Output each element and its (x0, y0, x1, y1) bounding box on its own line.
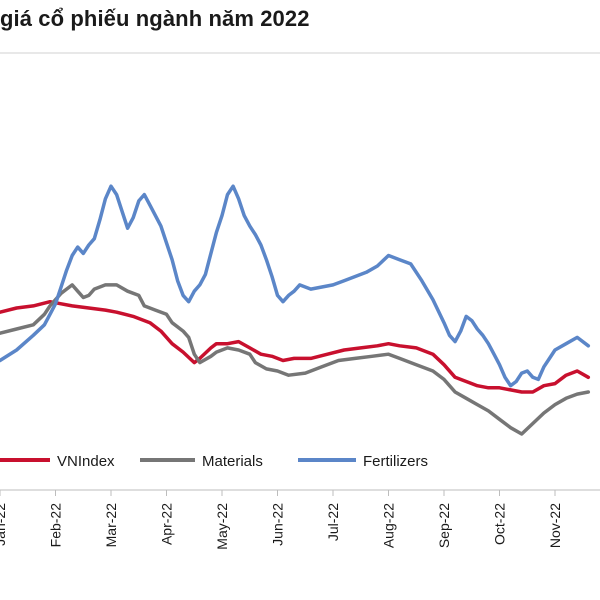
x-tick-label: May-22 (214, 503, 230, 550)
x-tick-label: Jun-22 (270, 503, 286, 546)
legend-item-materials: Materials (140, 453, 263, 470)
chart-title: giá cổ phiếu ngành năm 2022 (0, 6, 310, 31)
x-axis: Jan-22 Feb-22 Mar-22 Apr-22 May-22 Jun-22 Jul-… (0, 489, 600, 550)
x-tick-label: Oct-22 (492, 503, 508, 545)
x-tick-label: Aug-22 (381, 503, 397, 548)
x-tick-label: Nov-22 (547, 503, 563, 548)
x-tick-label: Feb-22 (48, 503, 64, 548)
legend-label: VNIndex (57, 453, 115, 470)
x-tick-label: Jul-22 (325, 503, 341, 541)
plot-area (0, 52, 600, 436)
x-tick-label: Sep-22 (436, 503, 452, 548)
legend-item-vnindex: VNIndex (0, 453, 115, 470)
x-tick-label: Mar-22 (103, 503, 119, 548)
series-line-materials (0, 283, 591, 436)
series-line-vnindex (0, 299, 591, 394)
legend-label: Fertilizers (363, 453, 428, 470)
legend-label: Materials (202, 453, 263, 470)
x-tick-label: Apr-22 (159, 503, 175, 545)
x-tick-label: Jan-22 (0, 503, 8, 546)
series-line-fertilizers (0, 184, 591, 388)
legend-item-fertilizers: Fertilizers (298, 453, 428, 470)
legend: VNIndex Materials Fertilizers (0, 453, 428, 470)
